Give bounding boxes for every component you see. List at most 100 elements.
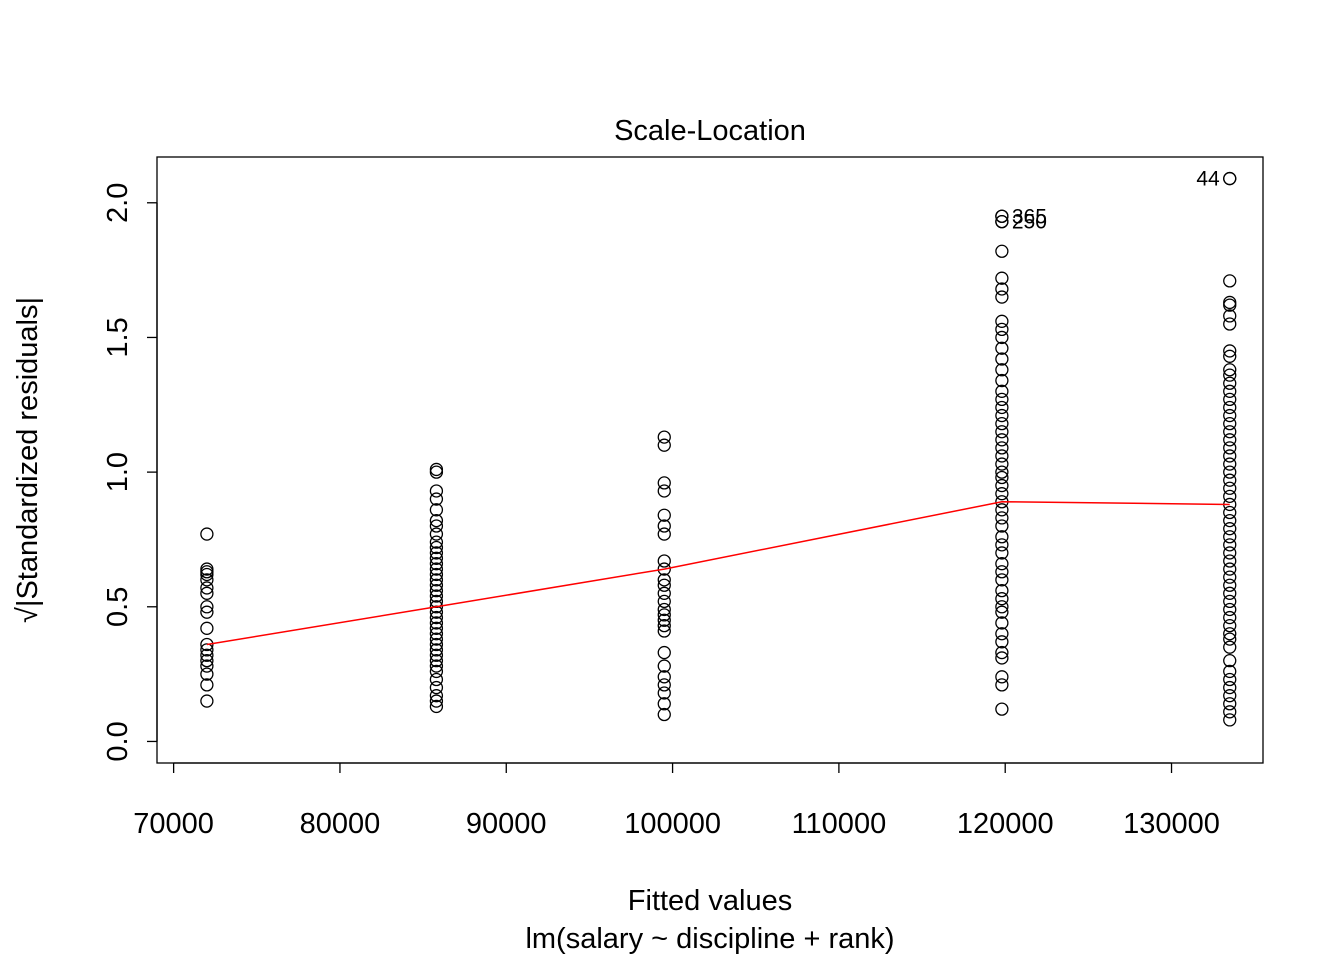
data-point	[995, 600, 1009, 614]
data-point	[1223, 546, 1237, 560]
data-point	[200, 637, 214, 652]
y-axis-label: √|Standardized residuals|	[12, 297, 44, 623]
data-point	[1223, 654, 1237, 668]
data-point	[995, 478, 1009, 493]
data-point	[995, 384, 1009, 398]
data-point	[657, 602, 671, 617]
data-point	[995, 546, 1009, 560]
data-point	[1223, 627, 1237, 641]
data-point	[995, 616, 1009, 630]
data-point	[1223, 449, 1237, 463]
data-point	[657, 613, 671, 627]
y-tick-label: 0.5	[102, 587, 134, 627]
data-point	[995, 511, 1009, 525]
data-point	[657, 508, 671, 522]
data-point	[995, 416, 1009, 431]
data-point	[429, 578, 444, 592]
chart-title: Scale-Location	[614, 115, 806, 147]
data-point	[657, 686, 671, 700]
data-point	[995, 670, 1009, 684]
data-point	[657, 670, 671, 684]
data-point	[995, 678, 1009, 692]
data-point	[1223, 562, 1237, 576]
data-point	[995, 592, 1009, 606]
data-point	[995, 635, 1009, 649]
data-point	[995, 282, 1009, 296]
smoother-polyline	[206, 500, 1230, 646]
data-point	[429, 557, 444, 571]
data-point	[995, 557, 1009, 571]
data-point	[429, 462, 444, 477]
x-tick-label: 90000	[466, 808, 547, 840]
data-point	[429, 465, 444, 479]
data-point	[1223, 689, 1237, 703]
y-axis: 0.0 0.5 1.0 1.5 2.0	[102, 183, 158, 762]
data-point	[1223, 578, 1237, 592]
data-point	[657, 484, 671, 498]
data-point	[995, 651, 1009, 665]
data-point	[200, 621, 214, 635]
x-tick-label: 70000	[133, 808, 214, 840]
data-point	[1223, 697, 1237, 711]
data-point	[1223, 570, 1237, 584]
data-point	[995, 290, 1009, 304]
data-point	[429, 484, 444, 498]
y-tick-label: 1.5	[102, 317, 134, 357]
data-point	[1223, 368, 1237, 382]
data-point	[1223, 392, 1237, 407]
data-point	[657, 554, 671, 568]
data-point	[1223, 705, 1237, 719]
data-point	[1223, 309, 1237, 323]
data-point	[657, 645, 671, 660]
data-point	[657, 586, 671, 600]
data-point	[429, 648, 444, 662]
data-point	[995, 341, 1009, 355]
data-point	[200, 600, 214, 614]
data-point	[1223, 344, 1237, 358]
data-point	[657, 618, 671, 633]
data-point	[1223, 473, 1237, 487]
data-point	[995, 352, 1009, 366]
y-tick-label: 0.0	[102, 721, 134, 761]
data-point	[1223, 672, 1237, 687]
data-point	[200, 581, 214, 595]
data-point	[657, 578, 671, 592]
data-point	[1223, 489, 1237, 504]
data-point	[995, 465, 1009, 479]
data-point	[657, 438, 671, 452]
data-point	[429, 694, 444, 708]
data-point	[200, 654, 214, 668]
data-point	[1223, 317, 1237, 331]
data-point	[200, 659, 214, 673]
data-point	[1223, 384, 1237, 398]
data-point	[995, 322, 1009, 337]
data-point	[1223, 171, 1237, 186]
data-point	[200, 694, 214, 708]
data-point	[1223, 513, 1237, 528]
data-point	[995, 433, 1009, 447]
data-point	[429, 659, 444, 673]
data-point	[429, 600, 444, 614]
data-point	[1223, 538, 1237, 552]
data-point	[1223, 602, 1237, 617]
y-tick-label: 1.0	[102, 452, 134, 492]
data-point	[995, 209, 1009, 223]
x-tick-label: 80000	[300, 808, 381, 840]
data-point	[995, 214, 1009, 229]
data-point	[429, 610, 444, 625]
data-point	[1223, 505, 1237, 520]
data-point	[1223, 376, 1237, 390]
data-point	[1223, 594, 1237, 609]
data-point	[1223, 640, 1237, 654]
data-point	[429, 567, 444, 582]
data-point	[1223, 408, 1237, 423]
data-point	[429, 637, 444, 652]
point-label: 250	[1012, 211, 1047, 234]
data-point	[429, 616, 444, 630]
data-point	[1223, 610, 1237, 625]
point-label: 365	[1012, 205, 1047, 228]
data-point	[1223, 530, 1237, 544]
data-point	[1223, 441, 1237, 455]
